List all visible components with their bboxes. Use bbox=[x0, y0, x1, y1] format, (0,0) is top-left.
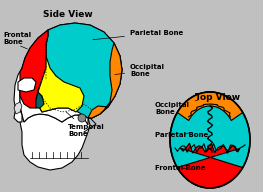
Text: Side View: Side View bbox=[43, 10, 93, 19]
Text: Temporal
Bone: Temporal Bone bbox=[66, 112, 105, 137]
Text: Parietal Bone: Parietal Bone bbox=[93, 30, 183, 40]
Text: Occipital
Bone: Occipital Bone bbox=[115, 64, 165, 76]
Polygon shape bbox=[20, 30, 48, 108]
Polygon shape bbox=[14, 68, 90, 170]
Polygon shape bbox=[38, 23, 122, 118]
Circle shape bbox=[78, 114, 86, 122]
Text: Frontal Bone: Frontal Bone bbox=[155, 165, 205, 171]
Text: Frontal
Bone: Frontal Bone bbox=[3, 32, 31, 45]
Ellipse shape bbox=[170, 92, 250, 188]
Polygon shape bbox=[177, 143, 243, 188]
Text: Occipital
Bone: Occipital Bone bbox=[155, 100, 198, 114]
Polygon shape bbox=[177, 92, 243, 121]
Polygon shape bbox=[14, 102, 22, 114]
Polygon shape bbox=[88, 43, 122, 118]
Text: Top View: Top View bbox=[195, 93, 241, 102]
Polygon shape bbox=[14, 108, 22, 122]
Polygon shape bbox=[20, 23, 122, 125]
Polygon shape bbox=[38, 56, 84, 112]
Polygon shape bbox=[36, 92, 44, 108]
Polygon shape bbox=[18, 78, 36, 92]
Text: Parietal Bone: Parietal Bone bbox=[155, 132, 208, 138]
